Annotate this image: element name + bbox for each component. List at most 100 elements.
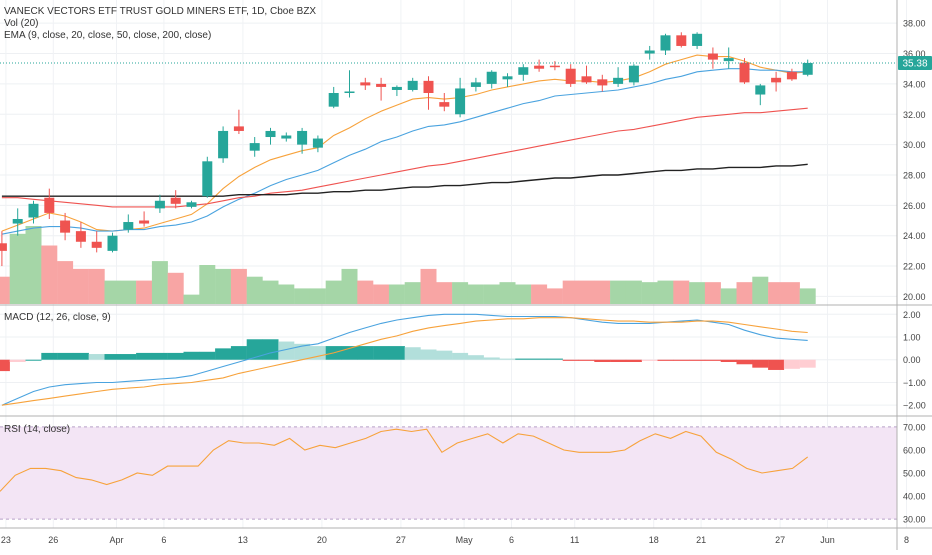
time-axis-tick-label: 20 [317, 535, 327, 545]
macd-histogram-bar [88, 354, 105, 360]
time-axis-tick-label: 27 [775, 535, 785, 545]
volume-bar [689, 282, 706, 304]
candle-body [644, 50, 655, 54]
candle-body [597, 79, 608, 86]
candle-body [328, 93, 339, 107]
candle-body [202, 161, 213, 197]
macd-histogram-bar [167, 352, 184, 360]
ema-legend[interactable]: EMA (9, close, 20, close, 50, close, 200… [4, 30, 211, 41]
candle-body [423, 80, 434, 94]
time-axis-tick-label: 6 [509, 535, 514, 545]
macd-histogram-bar [531, 358, 548, 360]
volume-bar [673, 280, 690, 304]
volume-bar [183, 294, 200, 304]
volume-bar [151, 261, 168, 304]
ema-line-3 [1, 107, 808, 208]
candle-body [107, 235, 118, 251]
rsi-band [0, 426, 897, 520]
candle-body [75, 231, 86, 242]
volume-bar [467, 284, 484, 304]
symbol-title[interactable]: VANECK VECTORS ETF TRUST GOLD MINERS ETF… [4, 6, 316, 17]
volume-bar [799, 288, 816, 304]
macd-histogram-bar [25, 359, 42, 361]
volume-bar [262, 280, 279, 304]
last-price-label: 35.38 [902, 58, 927, 69]
candle-body [502, 76, 513, 80]
macd-histogram-bar [689, 359, 706, 361]
time-axis-tick-label: 18 [649, 535, 659, 545]
time-axis-tick-label: 26 [48, 535, 58, 545]
macd-histogram-bar [546, 358, 563, 360]
candle-body [407, 80, 418, 90]
macd-histogram-bar [309, 346, 326, 360]
rsi-axis-tick-label: 50.00 [903, 469, 926, 479]
volume-bar [578, 280, 595, 304]
macd-histogram-bar [72, 352, 89, 360]
macd-histogram-bar [768, 359, 785, 370]
macd-histogram-bar [673, 359, 690, 361]
candle-body [297, 130, 308, 145]
macd-histogram-bar [373, 346, 390, 360]
ema-layer [1, 54, 808, 235]
rsi-legend[interactable]: RSI (14, close) [4, 424, 70, 435]
candle-body [549, 65, 560, 68]
volume-bar [499, 282, 516, 304]
candle-body [755, 85, 766, 95]
macd-axis-tick-label: 0.00 [903, 355, 921, 365]
candle-body [312, 138, 323, 148]
candle-body [376, 83, 387, 87]
time-axis-tick-label: Jun [820, 535, 835, 545]
ema-line-1 [1, 54, 808, 232]
volume-bar [215, 268, 232, 304]
candle-body [786, 71, 797, 80]
candle-body [771, 77, 782, 83]
candle-body [581, 76, 592, 83]
rsi-axis-tick-label: 70.00 [903, 422, 926, 432]
macd-histogram-bar [436, 350, 453, 360]
time-axis-tick-label: May [456, 535, 474, 545]
macd-histogram-bar [41, 352, 58, 360]
macd-axis-tick-label: −2.00 [903, 401, 926, 411]
candle-body [344, 91, 355, 94]
macd-histogram-bar [420, 349, 437, 360]
volume-bar [752, 276, 769, 304]
volume-legend[interactable]: Vol (20) [4, 18, 38, 29]
macd-legend[interactable]: MACD (12, 26, close, 9) [4, 312, 111, 323]
macd-signal-line [1, 317, 808, 406]
macd-histogram-bar [57, 352, 74, 360]
volume-bar [278, 284, 295, 304]
candle-body [186, 202, 197, 207]
macd-histogram-bar [483, 357, 500, 360]
axis-layer: 20.00 22.00 24.00 26.00 28.00 30.00 32.00 34.00… [1, 19, 926, 545]
candle-body [565, 68, 576, 84]
rsi-axis-tick-label: 40.00 [903, 492, 926, 502]
volume-bar [25, 226, 42, 304]
macd-histogram-bar [641, 359, 658, 361]
rsi-axis-tick-label: 60.00 [903, 445, 926, 455]
candle-body [44, 197, 55, 213]
volume-bar [357, 280, 374, 304]
candle-body [139, 220, 150, 224]
volume-bar [720, 288, 737, 304]
candle-body [455, 88, 466, 115]
macd-histogram-bar [199, 351, 216, 360]
candle-body [91, 241, 102, 248]
candle-body [613, 77, 624, 84]
macd-histogram-bar [499, 358, 516, 360]
macd-axis-tick-label: −1.00 [903, 378, 926, 388]
macd-histogram-bar [215, 348, 232, 360]
candle-body [692, 33, 703, 46]
macd-histogram-bar [467, 355, 484, 360]
time-axis-tick-label: 8 [904, 535, 909, 545]
volume-bar [515, 284, 532, 304]
candle-body [439, 102, 450, 107]
macd-histogram-bar [120, 354, 137, 360]
candle-body [281, 135, 292, 139]
volume-layer [0, 226, 816, 304]
volume-bar [420, 268, 437, 304]
volume-bar [373, 284, 390, 304]
volume-bar [309, 288, 326, 304]
volume-bar [562, 280, 579, 304]
candle-body [154, 200, 165, 209]
